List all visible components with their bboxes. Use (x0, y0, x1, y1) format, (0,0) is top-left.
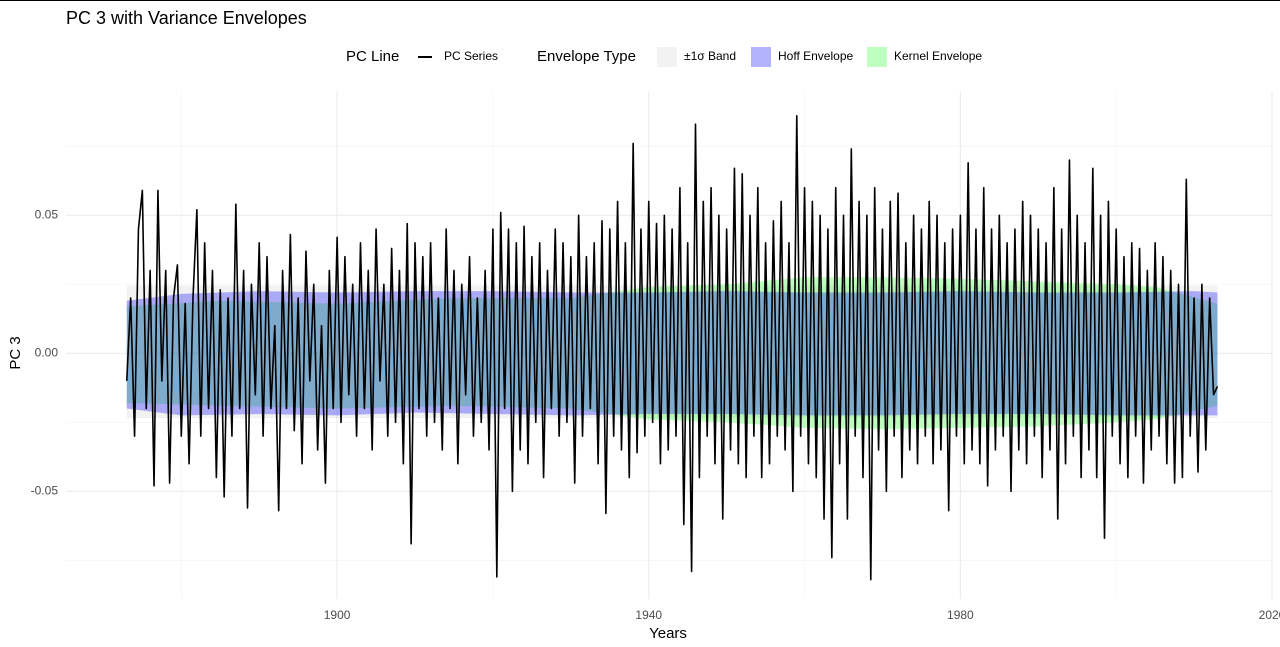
envelope-area (126, 285, 1218, 419)
x-tick-label: 2020 (1259, 608, 1280, 622)
x-tick-label: 1900 (324, 608, 351, 622)
x-tick-label: 1940 (635, 608, 662, 622)
legend-label: Kernel Envelope (894, 49, 982, 63)
legend-swatch (867, 47, 887, 67)
legend-title: Envelope Type (537, 48, 636, 65)
legend-label: Hoff Envelope (778, 49, 853, 63)
envelope-area (126, 277, 1218, 430)
plot-area (66, 91, 1273, 599)
y-axis-title: PC 3 (7, 336, 24, 369)
legend-label: ±1σ Band (684, 49, 736, 63)
legend-swatch (657, 47, 677, 67)
chart-title: PC 3 with Variance Envelopes (66, 8, 307, 28)
x-axis-title: Years (649, 625, 687, 642)
pc-line (125, 115, 1219, 581)
legend: PC Line Envelope Type PC Series ±1σ Band H… (346, 47, 982, 67)
legend-title: PC Line (346, 48, 399, 65)
x-tick-label: 1980 (947, 608, 974, 622)
y-tick-label: 0.05 (35, 207, 59, 221)
y-tick-label: -0.05 (31, 483, 59, 497)
envelope-area (126, 291, 1218, 416)
y-tick-label: 0.00 (35, 345, 59, 359)
legend-label: PC Series (444, 49, 498, 63)
legend-swatch (751, 47, 771, 67)
